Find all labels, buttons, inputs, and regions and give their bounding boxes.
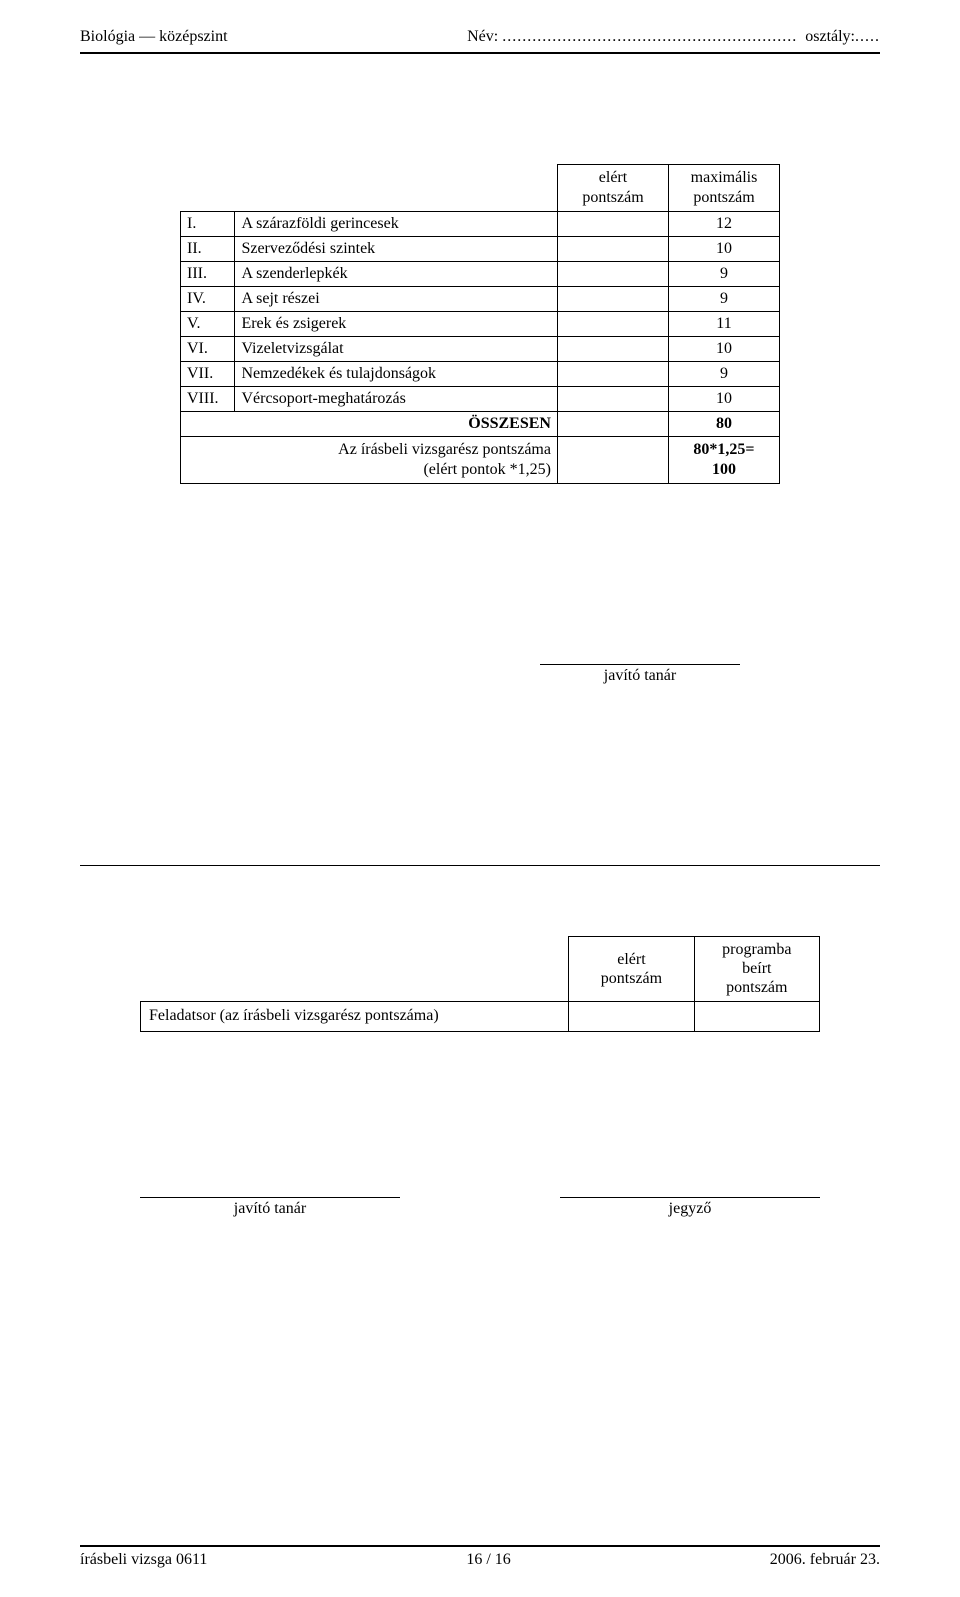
row-title: Vizeletvizsgálat [235,337,558,362]
program-table: elértpontszám programbabeírtpontszám Fel… [140,936,820,1032]
row-title: A szenderlepkék [235,262,558,287]
row-elert [557,312,668,337]
row-roman: VI. [181,337,235,362]
footer-center: 16 / 16 [466,1551,510,1569]
total-max: 80 [668,412,779,437]
header-name-class: Név: ...................................… [467,28,880,46]
table-row: VII. Nemzedékek és tulajdonságok 9 [181,362,780,387]
table-row: II. Szerveződési szintek 10 [181,237,780,262]
table-header-row: elértpontszám maximálispontszám [181,165,780,212]
second-header-elert: elértpontszám [569,937,694,1002]
col-header-elert: elértpontszám [557,165,668,212]
header-subject: Biológia — középszint [80,28,228,46]
row-roman: II. [181,237,235,262]
row-elert [557,387,668,412]
row-title: A szárazföldi gerincesek [235,212,558,237]
written-elert [557,437,668,484]
row-title: Nemzedékek és tulajdonságok [235,362,558,387]
written-label: Az írásbeli vizsgarész pontszáma(elért p… [181,437,558,484]
table-row: V. Erek és zsigerek 11 [181,312,780,337]
page-footer: írásbeli vizsga 0611 16 / 16 2006. febru… [80,1545,880,1569]
row-max: 10 [668,237,779,262]
row-max: 9 [668,362,779,387]
main-table-container: elértpontszám maximálispontszám I. A szá… [80,164,880,484]
table-row: VIII. Vércsoport-meghatározás 10 [181,387,780,412]
table-row: I. A szárazföldi gerincesek 12 [181,212,780,237]
footer-rule [80,1545,880,1547]
row-title: Szerveződési szintek [235,237,558,262]
written-max: 80*1,25=100 [668,437,779,484]
page-header: Biológia — középszint Név: .............… [80,0,880,50]
row-roman: III. [181,262,235,287]
table-row: VI. Vizeletvizsgálat 10 [181,337,780,362]
bottom-sig-left-label: javító tanár [140,1200,400,1218]
table-total-row: ÖSSZESEN 80 [181,412,780,437]
col-header-max: maximálispontszám [668,165,779,212]
name-dots: ........................................… [502,28,797,46]
row-max: 12 [668,212,779,237]
row-title: A sejt részei [235,287,558,312]
row-max: 10 [668,387,779,412]
row-title: Vércsoport-meghatározás [235,387,558,412]
row-roman: VIII. [181,387,235,412]
signature1-line [540,664,740,665]
class-label: osztály: [805,28,855,46]
row-title: Erek és zsigerek [235,312,558,337]
bottom-sig-right: jegyző [560,1197,820,1218]
footer-row: írásbeli vizsga 0611 16 / 16 2006. febru… [80,1551,880,1569]
table-row: III. A szenderlepkék 9 [181,262,780,287]
table-written-row: Az írásbeli vizsgarész pontszáma(elért p… [181,437,780,484]
empty-corner [181,165,558,212]
signature1-label: javító tanár [540,667,740,685]
bottom-sig-right-label: jegyző [560,1200,820,1218]
bottom-sig-right-line [560,1197,820,1198]
row-roman: VII. [181,362,235,387]
row-elert [557,362,668,387]
footer-left: írásbeli vizsga 0611 [80,1551,207,1569]
table-row: IV. A sejt részei 9 [181,287,780,312]
second-header-prog: programbabeírtpontszám [694,937,819,1002]
row-max: 9 [668,262,779,287]
second-table-row: Feladatsor (az írásbeli vizsgarész ponts… [141,1001,820,1031]
bottom-sig-left: javító tanár [140,1197,400,1218]
scoring-table: elértpontszám maximálispontszám I. A szá… [180,164,780,484]
row-elert [557,212,668,237]
name-label: Név: [467,28,498,46]
row-max: 9 [668,287,779,312]
bottom-sig-left-line [140,1197,400,1198]
second-table-container: elértpontszám programbabeírtpontszám Fel… [80,936,880,1032]
row-elert [557,237,668,262]
row-roman: V. [181,312,235,337]
footer-right: 2006. február 23. [770,1551,880,1569]
row-max: 11 [668,312,779,337]
mid-rule [80,865,880,866]
total-label: ÖSSZESEN [181,412,558,437]
row-roman: I. [181,212,235,237]
row-roman: IV. [181,287,235,312]
second-row-label: Feladatsor (az írásbeli vizsgarész ponts… [141,1001,569,1031]
bottom-signatures: javító tanár jegyző [80,1197,880,1218]
class-dots: ..... [855,28,880,46]
second-corner [141,937,569,1002]
row-max: 10 [668,337,779,362]
total-elert [557,412,668,437]
row-elert [557,337,668,362]
second-table-header-row: elértpontszám programbabeírtpontszám [141,937,820,1002]
signature1-inner: javító tanár [540,664,740,685]
row-elert [557,287,668,312]
second-row-prog [694,1001,819,1031]
header-rule [80,52,880,54]
second-row-elert [569,1001,694,1031]
row-elert [557,262,668,287]
signature1-block: javító tanár [80,664,880,685]
